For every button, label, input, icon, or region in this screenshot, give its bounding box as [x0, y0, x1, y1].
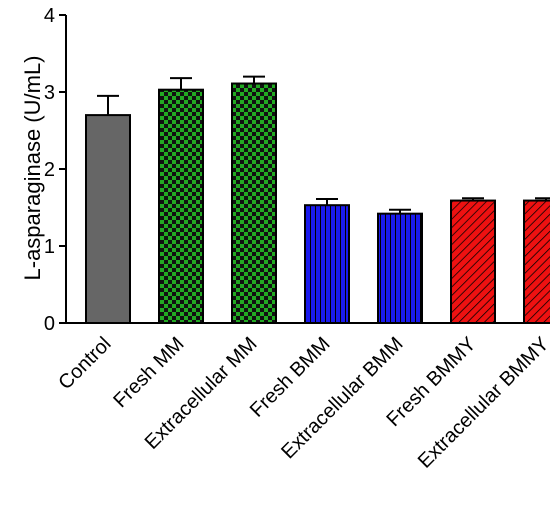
x-category-label: Control [54, 333, 115, 394]
x-category-label: Extracellular BMMY [414, 333, 550, 473]
y-axis-title: L-asparaginase (U/mL) [20, 56, 45, 281]
bar-extracellular-mm [231, 82, 277, 324]
bar-extracellular-bmm [377, 212, 423, 324]
bar-fresh-bmm [304, 204, 350, 324]
y-tick-label: 4 [44, 5, 55, 27]
y-tick-label: 1 [44, 236, 55, 258]
bar-fresh-mm [158, 88, 204, 324]
bar-extracellular-bmmy [523, 199, 550, 325]
bars [85, 75, 550, 325]
y-ticks: 0 1 2 3 4 [44, 5, 66, 335]
bar-fresh-bmmy [450, 199, 496, 325]
y-tick-label: 3 [44, 82, 55, 104]
bar-control [85, 114, 131, 324]
y-tick-label: 0 [44, 313, 55, 335]
x-category-label: Extracellular BMM [277, 333, 407, 463]
x-category-label: Fresh MM [109, 333, 188, 412]
y-tick-label: 2 [44, 159, 55, 181]
